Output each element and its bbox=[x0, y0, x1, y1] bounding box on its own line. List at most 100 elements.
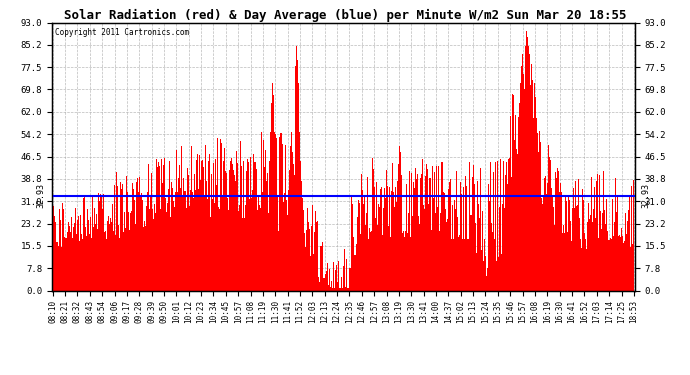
Bar bbox=[528, 46, 529, 291]
Bar bbox=[64, 237, 65, 291]
Bar bbox=[99, 201, 100, 291]
Bar bbox=[559, 204, 560, 291]
Bar bbox=[243, 210, 244, 291]
Bar bbox=[588, 202, 589, 291]
Bar bbox=[336, 265, 337, 291]
Bar bbox=[265, 150, 266, 291]
Bar bbox=[573, 188, 574, 291]
Bar bbox=[206, 189, 208, 291]
Bar bbox=[574, 208, 575, 291]
Bar bbox=[159, 166, 160, 291]
Bar bbox=[190, 190, 191, 291]
Bar bbox=[273, 94, 274, 291]
Bar bbox=[352, 204, 353, 291]
Bar bbox=[140, 196, 141, 291]
Bar bbox=[331, 281, 332, 291]
Bar bbox=[284, 193, 285, 291]
Bar bbox=[117, 186, 118, 291]
Bar bbox=[530, 86, 531, 291]
Bar bbox=[367, 177, 368, 291]
Bar bbox=[164, 158, 165, 291]
Bar bbox=[296, 46, 297, 291]
Bar bbox=[151, 173, 152, 291]
Bar bbox=[156, 159, 157, 291]
Bar bbox=[386, 186, 388, 291]
Bar bbox=[211, 174, 212, 291]
Bar bbox=[230, 152, 231, 291]
Bar bbox=[628, 210, 629, 291]
Bar bbox=[119, 182, 121, 291]
Bar bbox=[270, 132, 271, 291]
Bar bbox=[252, 190, 253, 291]
Bar bbox=[522, 60, 524, 291]
Bar bbox=[323, 278, 324, 291]
Bar bbox=[404, 237, 405, 291]
Bar bbox=[213, 163, 214, 291]
Bar bbox=[434, 172, 435, 291]
Bar bbox=[525, 46, 526, 291]
Bar bbox=[293, 164, 295, 291]
Bar bbox=[171, 182, 172, 291]
Bar bbox=[416, 179, 417, 291]
Bar bbox=[249, 199, 250, 291]
Bar bbox=[535, 97, 536, 291]
Bar bbox=[114, 185, 115, 291]
Bar bbox=[589, 219, 590, 291]
Bar bbox=[543, 195, 544, 291]
Bar bbox=[317, 221, 318, 291]
Bar bbox=[228, 170, 230, 291]
Bar bbox=[586, 249, 587, 291]
Bar bbox=[244, 218, 246, 291]
Bar bbox=[502, 204, 503, 291]
Bar bbox=[619, 235, 620, 291]
Bar bbox=[66, 238, 67, 291]
Bar bbox=[408, 213, 409, 291]
Bar bbox=[458, 237, 459, 291]
Bar bbox=[450, 179, 451, 291]
Bar bbox=[518, 117, 519, 291]
Bar bbox=[165, 198, 166, 291]
Bar bbox=[353, 237, 355, 291]
Bar bbox=[248, 162, 249, 291]
Bar bbox=[627, 221, 628, 291]
Bar bbox=[100, 194, 101, 291]
Bar bbox=[176, 150, 177, 291]
Bar bbox=[175, 192, 176, 291]
Bar bbox=[205, 146, 206, 291]
Bar bbox=[401, 164, 402, 291]
Bar bbox=[194, 174, 195, 291]
Bar bbox=[162, 183, 163, 291]
Bar bbox=[259, 206, 260, 291]
Bar bbox=[524, 89, 525, 291]
Bar bbox=[578, 180, 579, 291]
Bar bbox=[538, 152, 539, 291]
Bar bbox=[443, 192, 444, 291]
Bar bbox=[263, 140, 264, 291]
Bar bbox=[409, 171, 410, 291]
Bar bbox=[444, 193, 445, 291]
Bar bbox=[453, 239, 454, 291]
Bar bbox=[606, 199, 607, 291]
Bar bbox=[301, 181, 302, 291]
Bar bbox=[620, 237, 622, 291]
Bar bbox=[489, 201, 490, 291]
Bar bbox=[377, 225, 378, 291]
Bar bbox=[554, 225, 555, 291]
Bar bbox=[542, 204, 543, 291]
Bar bbox=[181, 146, 182, 291]
Bar bbox=[186, 208, 187, 291]
Bar bbox=[189, 206, 190, 291]
Bar bbox=[440, 213, 441, 291]
Bar bbox=[277, 231, 279, 291]
Bar bbox=[391, 192, 392, 291]
Bar bbox=[308, 222, 309, 291]
Bar bbox=[612, 198, 613, 291]
Text: Solar Radiation (red) & Day Average (blue) per Minute W/m2 Sun Mar 20 18:55: Solar Radiation (red) & Day Average (blu… bbox=[63, 9, 627, 22]
Bar bbox=[251, 198, 252, 291]
Bar bbox=[468, 239, 469, 291]
Bar bbox=[55, 222, 56, 291]
Bar bbox=[92, 197, 93, 291]
Bar bbox=[168, 162, 170, 291]
Bar bbox=[132, 189, 134, 291]
Bar bbox=[493, 172, 494, 291]
